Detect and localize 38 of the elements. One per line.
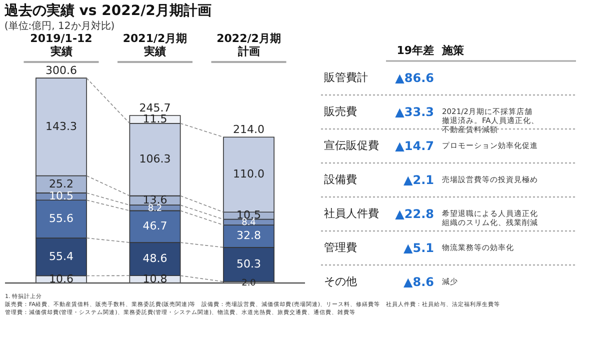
data-label: 143.3 — [46, 120, 77, 133]
text: ▲5.1 — [404, 241, 434, 255]
data-label: 110.0 — [233, 168, 264, 181]
text: ▲2.1 — [404, 173, 434, 187]
data-label: 106.3 — [139, 152, 171, 166]
text: 社員人件費 — [324, 207, 379, 220]
text: ▲8.6 — [404, 275, 434, 289]
text: ▲86.6 — [395, 71, 434, 85]
x-tick-label: 2021/2月期実績 — [122, 32, 188, 58]
total-label: 300.6 — [46, 64, 77, 78]
text: その他 — [324, 275, 357, 288]
text: 販売費 — [324, 105, 357, 118]
text: 管理費 — [324, 241, 357, 254]
text: 宣伝販促費 — [324, 139, 379, 152]
text: 19年差 — [396, 44, 434, 57]
data-label: 48.6 — [142, 252, 168, 266]
text: ▲22.8 — [395, 207, 434, 221]
x-tick-label: 2022/2月期計画 — [216, 32, 281, 58]
data-label: 11.5 — [142, 112, 168, 126]
chart-subtitle: (単位:億円, 12か月対比) — [4, 20, 115, 32]
text: ▲33.3 — [395, 105, 434, 119]
data-label: 55.6 — [49, 212, 74, 226]
text: ▲14.7 — [395, 139, 434, 153]
text: 販管費計 — [324, 71, 368, 84]
data-label: 46.7 — [142, 220, 168, 233]
data-label: 10.5 — [49, 190, 74, 203]
data-label: 50.3 — [236, 257, 261, 270]
data-label: 25.2 — [49, 177, 74, 190]
total-label: 245.7 — [139, 102, 171, 115]
data-label: 55.4 — [49, 250, 74, 263]
total-label: 214.0 — [233, 123, 264, 136]
data-label: 10.6 — [49, 272, 74, 286]
text: 設備費 — [324, 173, 357, 186]
chart-title: 過去の実績 vs 2022/2月期計画 — [3, 2, 212, 19]
x-tick-label: 2019/1-12実績 — [30, 32, 92, 58]
text: 施策 — [441, 44, 465, 57]
data-label: 10.8 — [142, 272, 168, 286]
data-label: 32.8 — [236, 229, 261, 242]
